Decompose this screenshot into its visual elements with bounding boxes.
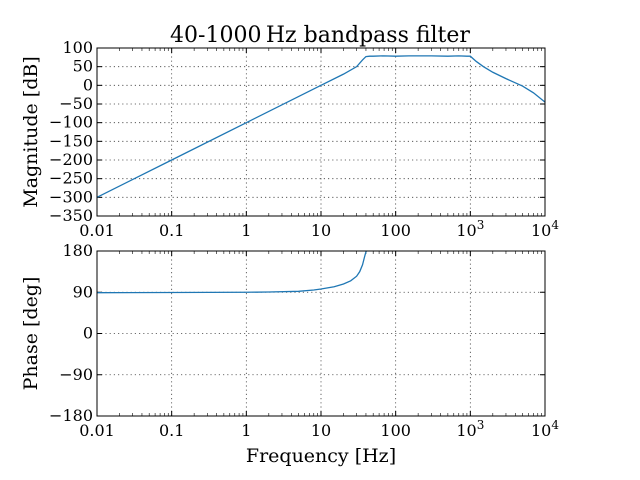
y-tick-label: −150 (49, 131, 93, 150)
magnitude-series (96, 55, 546, 198)
magnitude-ticks: 0.01 0.1 1 10 100 103 104100500−50−100−150−200… (49, 38, 559, 240)
magnitude-axes-frame (96, 47, 546, 217)
series-line (96, 250, 367, 294)
y-tick-label: −180 (49, 406, 93, 425)
magnitude-ylabel: Magnitude [dB] (20, 56, 42, 208)
y-tick-label: −300 (49, 187, 93, 206)
x-tick-label: 10 (311, 221, 331, 240)
figure-title: 40-1000 Hz bandpass filter (170, 23, 470, 48)
x-tick-label: 1 (241, 421, 251, 440)
y-tick-label: 0 (83, 75, 93, 94)
phase-grid (96, 250, 546, 417)
magnitude-grid (96, 47, 546, 217)
y-tick-label: −100 (49, 113, 93, 132)
x-tick-label: 1 (241, 221, 251, 240)
magnitude-minor-ticks (119, 48, 542, 216)
phase-axes-frame (96, 250, 546, 417)
x-tick-label: 0.1 (159, 221, 184, 240)
x-tick-label: 103 (456, 218, 484, 240)
y-tick-label: 100 (62, 38, 93, 57)
x-tick-label: 0.1 (159, 421, 184, 440)
x-tick-label: 100 (380, 421, 411, 440)
x-tick-label: 10 (311, 421, 331, 440)
y-tick-label: −50 (59, 94, 93, 113)
x-tick-label: 100 (380, 221, 411, 240)
y-tick-label: −250 (49, 169, 93, 188)
x-tick-label: 0.01 (79, 421, 115, 440)
y-tick-label: 90 (73, 282, 93, 301)
phase-series (96, 250, 367, 294)
phase-ticks: 0.01 0.1 1 10 100 103 104 180 90 0 −90 −180 (49, 241, 559, 440)
y-tick-label: −200 (49, 150, 93, 169)
x-tick-label: 104 (531, 418, 559, 440)
series-line (96, 55, 546, 198)
y-tick-label: −90 (59, 365, 93, 384)
frequency-xlabel: Frequency [Hz] (246, 445, 396, 467)
y-tick-label: 0 (83, 324, 93, 343)
phase-panel: 0.01 0.1 1 10 100 103 104 180 90 0 −90 −180 Phase [… (20, 241, 559, 467)
x-tick-label: 104 (531, 218, 559, 240)
phase-ylabel: Phase [deg] (20, 277, 42, 391)
magnitude-panel: 0.01 0.1 1 10 100 103 104100500−50−100−150−200… (20, 38, 559, 240)
y-tick-label: 50 (73, 57, 93, 76)
y-tick-label: 180 (62, 241, 93, 260)
phase-minor-ticks (119, 251, 542, 416)
x-tick-label: 0.01 (79, 221, 115, 240)
y-tick-label: −350 (49, 206, 93, 225)
x-tick-label: 103 (456, 418, 484, 440)
